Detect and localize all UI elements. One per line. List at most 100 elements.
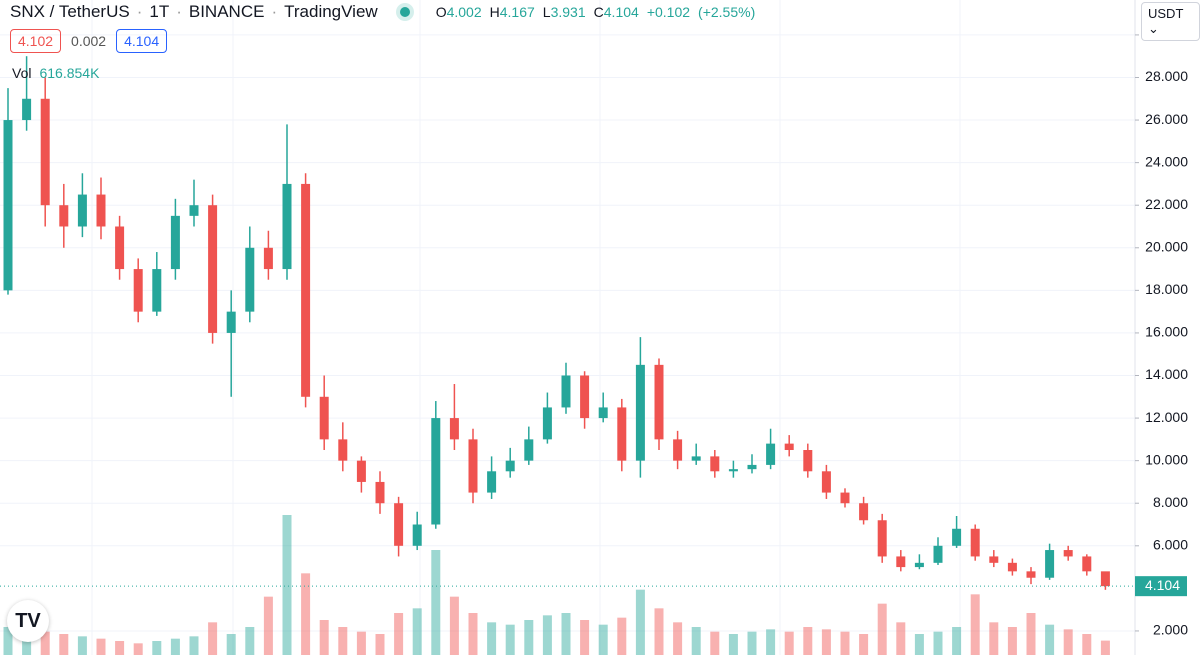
candle-body — [59, 205, 69, 227]
ask[interactable]: 4.104 — [116, 29, 168, 53]
volume-bar — [580, 620, 590, 655]
volume-bar — [542, 615, 552, 655]
volume-bar — [766, 629, 776, 655]
volume-bar — [282, 515, 292, 655]
candle-body — [580, 375, 590, 419]
candle-body — [710, 456, 720, 472]
bid[interactable]: 4.102 — [10, 29, 62, 53]
volume-bar — [170, 638, 180, 655]
volume-bar — [654, 608, 664, 655]
volume-bar — [598, 624, 608, 655]
y-tick-label: 6.000 — [1153, 537, 1188, 553]
candle-body — [821, 471, 831, 493]
volume-bar — [338, 627, 348, 655]
volume-bar — [710, 631, 720, 655]
volume-bar — [468, 613, 478, 655]
candle-body — [319, 396, 329, 440]
candle-body — [728, 469, 738, 472]
candle-body — [896, 556, 906, 568]
volume-bar — [412, 608, 422, 655]
candle-body — [747, 464, 757, 470]
ohlc-value: 3.931 — [550, 4, 586, 20]
volume-bar — [431, 550, 441, 655]
candle-body — [505, 460, 515, 472]
candle-body — [914, 562, 924, 568]
candle-body — [468, 439, 478, 493]
candle-body — [673, 439, 683, 461]
y-tick-label: 22.000 — [1145, 196, 1188, 212]
logo[interactable]: TV — [7, 600, 49, 642]
candle-body — [877, 520, 887, 557]
volume-bar — [673, 622, 683, 655]
currency-button[interactable]: USDT ⌄ — [1141, 2, 1200, 41]
candle-body — [375, 481, 385, 504]
volume-bar — [375, 634, 385, 655]
volume-bar — [1100, 640, 1110, 655]
candle-body — [170, 215, 180, 270]
volume-bar — [319, 620, 329, 655]
candle-body — [356, 460, 366, 482]
candle-body — [803, 450, 813, 472]
volume-bar — [1082, 634, 1092, 655]
candle-body — [859, 503, 869, 521]
candle-body — [449, 418, 459, 440]
change-pct: (+2.55%) — [698, 4, 756, 20]
y-tick-label: 12.000 — [1145, 409, 1188, 425]
candle-body — [22, 98, 32, 121]
status-dot — [399, 7, 410, 17]
last-price-box — [1135, 576, 1187, 597]
candle-body — [40, 98, 50, 206]
y-tick-label: 16.000 — [1145, 324, 1188, 340]
ohlc-value: 4.104 — [603, 4, 639, 20]
y-tick-label: 18.000 — [1145, 281, 1188, 297]
candle-body — [152, 269, 162, 312]
volume-bar — [96, 638, 106, 655]
candle-body — [282, 183, 292, 270]
candle-body — [617, 407, 627, 461]
candle-body — [635, 364, 645, 461]
candle-body — [598, 407, 608, 419]
candle-body — [561, 375, 571, 408]
volume-bar — [189, 636, 199, 655]
price-axis — [1135, 0, 1200, 655]
volume-bar — [356, 631, 366, 655]
ohlc-label: O — [435, 4, 447, 20]
volume-bar — [803, 627, 813, 655]
candle-body — [766, 443, 776, 465]
volume-bar — [394, 613, 404, 655]
ohlc-label: H — [489, 4, 500, 20]
volume-bar — [877, 603, 887, 655]
y-tick-label: 14.000 — [1145, 366, 1188, 382]
volume-legend: Vol 616.854K — [12, 65, 99, 81]
candle-body — [338, 439, 348, 461]
candle-body — [189, 205, 199, 216]
ohlc-label: L — [542, 4, 551, 20]
currency: USDT — [1148, 6, 1184, 21]
volume-bar — [449, 596, 459, 655]
volume-bar — [952, 627, 962, 655]
volume-bar — [859, 634, 869, 655]
candle-body — [263, 247, 273, 270]
candle-body — [301, 183, 311, 397]
candle-body — [431, 418, 441, 525]
volume-bar — [970, 594, 980, 655]
y-tick-label: 8.000 — [1153, 494, 1188, 510]
change: +0.102 — [646, 4, 691, 20]
exchange: BINANCE — [188, 2, 265, 21]
volume-value: 616.854K — [39, 65, 100, 81]
volume-bar — [1026, 613, 1036, 655]
candle-body — [1063, 550, 1073, 557]
candle-body — [394, 503, 404, 546]
candle-body — [1007, 562, 1017, 572]
candle-body — [524, 439, 534, 461]
last-price-label: 4.104 — [1145, 577, 1180, 593]
y-tick-label: 24.000 — [1145, 153, 1188, 169]
ohlc-value: 4.002 — [446, 4, 482, 20]
volume-bar — [728, 634, 738, 655]
volume-bar — [133, 643, 143, 655]
volume-bar — [301, 573, 311, 655]
candle-body — [133, 269, 143, 312]
candle-body — [989, 556, 999, 563]
